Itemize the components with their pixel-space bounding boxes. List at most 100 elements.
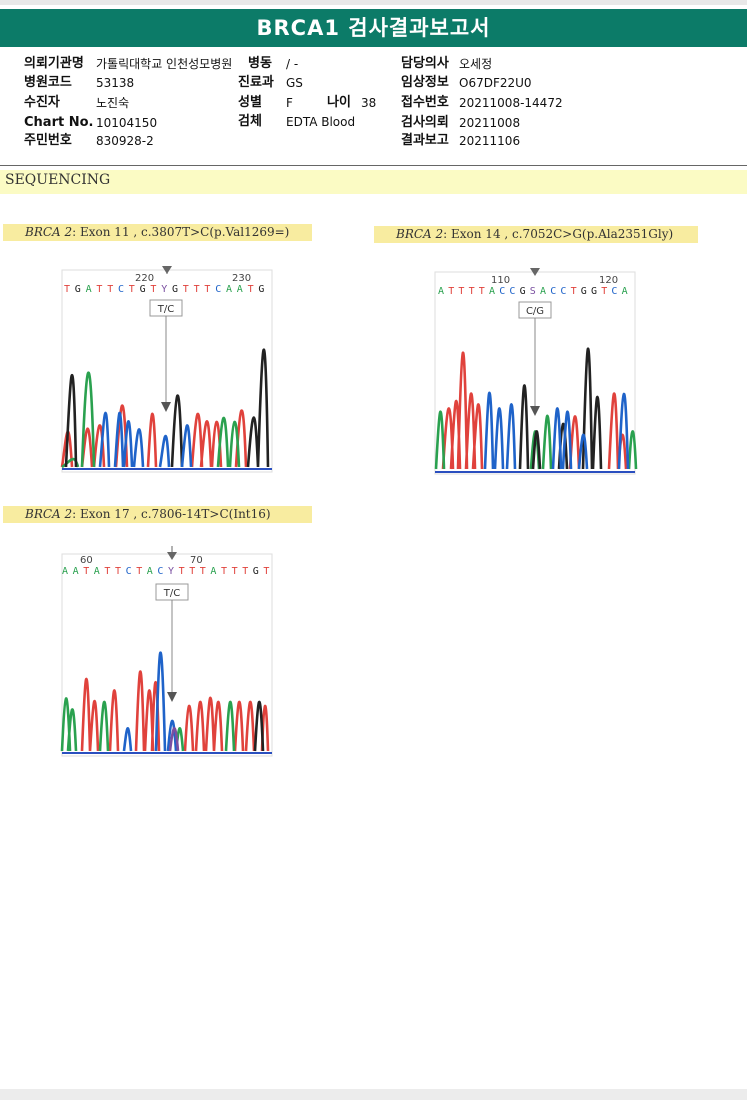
footer-bar (0, 1089, 747, 1100)
arrow-down-icon (162, 266, 172, 274)
base-call: T (83, 566, 89, 577)
doctor-value: 오세정 (459, 57, 493, 71)
base-call: C (499, 286, 505, 297)
gene-name: BRCA 2 (25, 507, 73, 521)
department-label: 진료과 (238, 75, 274, 90)
base-call: T (115, 566, 121, 577)
clinical-info-label: 임상정보 (401, 75, 449, 90)
base-call: A (86, 284, 92, 295)
arrow-down-icon (167, 692, 177, 702)
base-call: T (204, 284, 210, 295)
position-tick-right: 70 (190, 555, 203, 566)
top-rule (0, 0, 747, 5)
base-call: T (104, 566, 110, 577)
base-call: T (232, 566, 238, 577)
base-call: T (601, 286, 607, 297)
base-call: C (509, 286, 515, 297)
specimen-value: EDTA Blood (286, 115, 356, 129)
base-call: T (458, 286, 464, 297)
base-call: T (183, 284, 189, 295)
patient-label: 수진자 (24, 95, 60, 110)
base-call: A (540, 286, 546, 297)
base-call: Y (161, 284, 167, 295)
base-call: A (237, 284, 243, 295)
id-label: 주민번호 (24, 133, 72, 148)
base-call: G (581, 286, 587, 297)
base-call: G (591, 286, 597, 297)
ward-label: 병동 (248, 56, 272, 71)
base-call: T (469, 286, 475, 297)
age-label: 나이 (327, 95, 351, 110)
base-call: C (560, 286, 566, 297)
specimen-label: 검체 (238, 114, 262, 129)
age-value: 38 (361, 96, 377, 110)
base-call: G (258, 284, 264, 295)
variant-desc: : Exon 17 , c.7806-14T>C(Int16) (72, 507, 271, 521)
doctor-label: 담당의사 (401, 56, 449, 71)
base-call: A (147, 566, 153, 577)
variant-caption: BRCA 2: Exon 17 , c.7806-14T>C(Int16) (3, 506, 312, 523)
arrow-down-icon (530, 406, 540, 416)
position-tick-left: 220 (135, 273, 154, 284)
report-title: BRCA1 검사결과보고서 (0, 9, 747, 47)
institution-label: 의뢰기관명 (24, 56, 84, 71)
request-value: 20211008 (459, 116, 521, 130)
base-call: C (126, 566, 132, 577)
base-call: C (157, 566, 163, 577)
variant-caption: BRCA 2: Exon 11 , c.3807T>C(p.Val1269=) (3, 224, 312, 241)
base-call: T (194, 284, 200, 295)
position-tick-left: 60 (80, 555, 93, 566)
id-value: 830928-2 (96, 134, 154, 148)
gene-name: BRCA 2 (25, 225, 73, 239)
base-call: C (118, 284, 124, 295)
sex-label: 성별 (238, 95, 262, 110)
request-label: 검사의뢰 (401, 115, 449, 130)
base-call: G (75, 284, 81, 295)
base-call: A (438, 286, 444, 297)
variant-desc: : Exon 14 , c.7052C>G(p.Ala2351Gly) (443, 227, 674, 241)
base-call: T (96, 284, 102, 295)
hospital-code-value: 53138 (96, 76, 135, 90)
base-call: G (140, 284, 146, 295)
base-call: A (622, 286, 628, 297)
receipt-label: 접수번호 (401, 95, 449, 110)
variant-caption: BRCA 2: Exon 14 , c.7052C>G(p.Ala2351Gly… (374, 226, 698, 243)
base-call: A (489, 286, 495, 297)
institution-value: 가톨릭대학교 인천성모병원 (96, 57, 233, 71)
gene-name: BRCA 2 (396, 227, 444, 241)
arrow-down-icon (167, 552, 177, 560)
arrow-down-icon (161, 402, 171, 412)
base-call: T (189, 566, 195, 577)
chart-value: 10104150 (96, 116, 158, 130)
base-call: T (571, 286, 577, 297)
base-call: T (479, 286, 485, 297)
base-call: A (226, 284, 232, 295)
base-call: G (172, 284, 178, 295)
base-call: T (150, 284, 156, 295)
base-call: A (73, 566, 79, 577)
base-call: T (448, 286, 454, 297)
base-call: G (253, 566, 259, 577)
genotype-label: T/C (163, 588, 180, 599)
base-call: G (520, 286, 526, 297)
base-call: T (200, 566, 206, 577)
base-call: T (221, 566, 227, 577)
position-tick-right: 230 (232, 273, 251, 284)
base-call: C (550, 286, 556, 297)
base-call: T (136, 566, 142, 577)
base-call: A (62, 566, 68, 577)
base-call: C (611, 286, 617, 297)
sex-value: F (286, 96, 293, 110)
base-call: T (179, 566, 185, 577)
header-divider (0, 165, 747, 166)
base-call: C (215, 284, 221, 295)
arrow-down-icon (530, 268, 540, 276)
base-call: Y (168, 566, 174, 577)
base-call: T (263, 566, 269, 577)
position-tick-right: 120 (599, 275, 618, 286)
report-date-label: 결과보고 (401, 133, 449, 148)
base-call: T (242, 566, 248, 577)
position-tick-left: 110 (491, 275, 510, 286)
